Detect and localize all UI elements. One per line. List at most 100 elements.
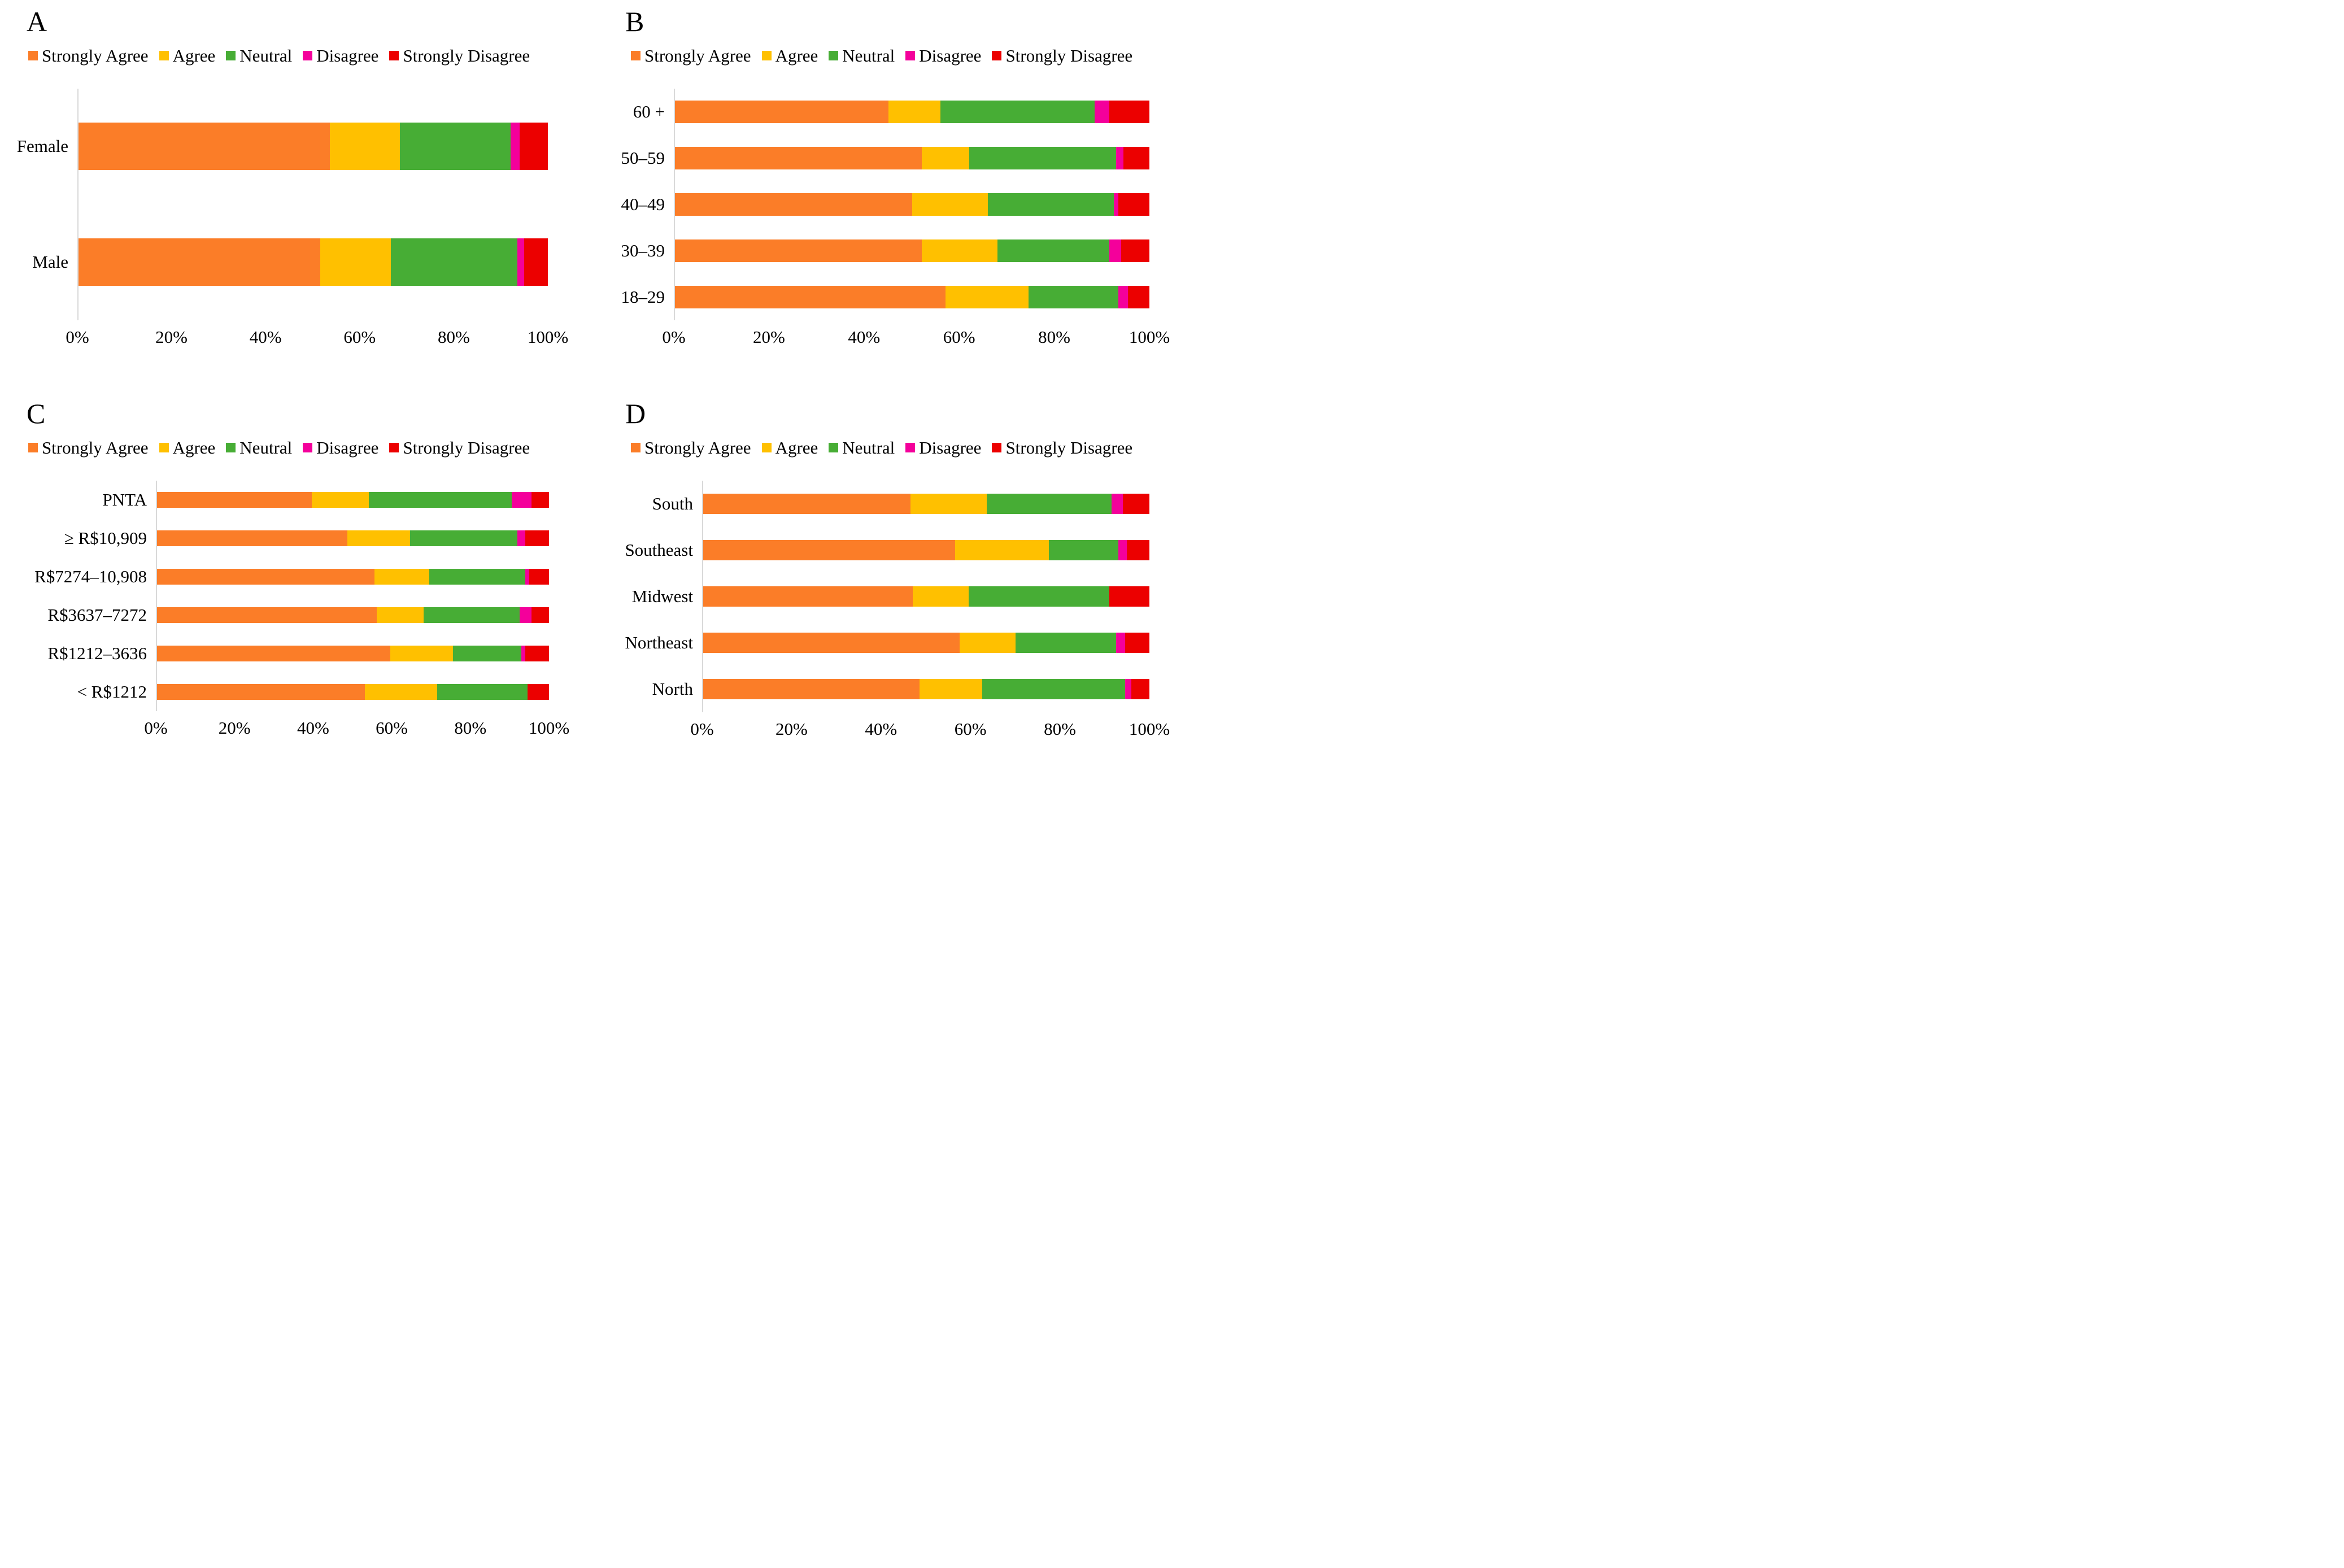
bar-segment-strongly-disagree [1122, 493, 1149, 514]
x-axis-ticks: 0% 20% 40% 60% 80% 100% [144, 717, 569, 744]
bar-segment-neutral [988, 193, 1114, 216]
bar-segment-strongly-agree [675, 193, 912, 216]
bar-segment-neutral [1028, 285, 1119, 308]
legend-item-disagree: Disagree [303, 438, 378, 458]
legend-item-agree: Agree [761, 438, 818, 458]
bar-segment-agree [374, 568, 430, 585]
bar-segment-disagree [1116, 632, 1125, 653]
legend: Strongly Agree Agree Neutral Disagree Strong… [28, 438, 586, 458]
bar-segment-agree [945, 285, 1029, 308]
bar-segment-agree [364, 683, 438, 700]
legend-label: Strongly Disagree [1005, 45, 1133, 66]
legend-label: Neutral [239, 437, 293, 458]
panel-letter-C: C [27, 398, 46, 429]
bar-segment-strongly-disagree [531, 607, 549, 623]
category-rows: PNTA ≥ R$10,909 R$7274–10,908 R$3637–7272 R$… [34, 480, 549, 711]
bar-segment-neutral [969, 146, 1117, 169]
panel-letter-D: D [625, 398, 647, 429]
bar-segment-neutral [1016, 632, 1116, 653]
category-label: Female [16, 136, 68, 156]
legend-label: Disagree [919, 437, 982, 458]
legend-label: Strongly Disagree [403, 45, 530, 66]
bar-segment-neutral [982, 678, 1125, 699]
legend-item-strongly-agree: Strongly Agree [631, 46, 751, 66]
x-tick-20: 20% [155, 326, 188, 347]
category-label: South [652, 493, 693, 513]
x-axis-ticks: 0% 20% 40% 60% 80% 100% [662, 327, 1170, 353]
x-tick-100: 100% [528, 717, 570, 738]
bar-segment-strongly-agree [79, 238, 320, 286]
legend-label: Disagree [919, 45, 982, 66]
bar-segment-strongly-agree [675, 239, 922, 262]
bar-segment-agree [921, 239, 998, 262]
legend-label: Neutral [239, 45, 293, 66]
x-tick-100: 100% [1129, 326, 1170, 347]
legend: Strongly Agree Agree Neutral Disagree Strong… [631, 46, 1172, 66]
x-axis-ticks: 0% 20% 40% 60% 80% 100% [690, 718, 1170, 745]
bar-segment-agree [347, 530, 410, 546]
bar-segment-strongly-disagree [527, 683, 549, 700]
x-tick-20: 20% [775, 718, 808, 739]
legend-swatch-strongly-agree-icon [28, 51, 38, 60]
stacked-bar [157, 568, 549, 585]
legend-item-strongly-disagree: Strongly Disagree [389, 46, 530, 66]
bar-segment-strongly-disagree [525, 530, 549, 546]
bar-segment-neutral [437, 683, 528, 700]
bar-segment-disagree [512, 491, 531, 508]
legend-item-disagree: Disagree [905, 438, 981, 458]
bar-segment-neutral [409, 530, 518, 546]
legend-swatch-neutral-icon [829, 443, 839, 452]
stacked-bar [703, 493, 1149, 514]
bar-segment-strongly-disagree [529, 568, 549, 585]
category-label: 30–39 [621, 240, 665, 260]
bar-segment-strongly-disagree [1118, 193, 1149, 216]
bar-segment-neutral [429, 568, 526, 585]
stacked-bar [703, 632, 1149, 653]
bar-row-50-59: 50–59 [621, 135, 1149, 181]
x-tick-0: 0% [690, 718, 714, 739]
legend-item-strongly-disagree: Strongly Disagree [992, 46, 1132, 66]
bar-segment-disagree [1118, 285, 1129, 308]
bar-segment-strongly-agree [157, 530, 347, 546]
x-tick-100: 100% [527, 326, 569, 347]
category-label: PNTA [102, 489, 147, 509]
bar-segment-disagree [1109, 239, 1121, 262]
bar-row-r-7274-10-908: R$7274–10,908 [34, 557, 549, 596]
bar-segment-strongly-disagree [1123, 146, 1149, 169]
x-tick-60: 60% [954, 718, 987, 739]
legend-label: Strongly Disagree [403, 437, 530, 458]
bar-segment-disagree [510, 123, 520, 170]
bar-row-male: Male [32, 204, 548, 320]
bar-segment-disagree [1111, 493, 1123, 514]
stacked-bar [675, 146, 1149, 169]
bar-row-r-1212-3636: R$1212–3636 [47, 634, 549, 673]
bar-segment-neutral [423, 607, 520, 623]
plot-area-A: Female Male 0% 20% 40% 60% 80% 100% [17, 88, 568, 353]
legend-swatch-strongly-disagree-icon [389, 51, 399, 60]
legend-item-strongly-agree: Strongly Agree [631, 438, 751, 458]
panel-letter-A: A [27, 6, 48, 37]
plot-area-D: South Southeast Midwest Northeast North 0% 20%… [625, 480, 1170, 745]
bar-segment-disagree [525, 568, 530, 585]
legend-swatch-strongly-agree-icon [28, 443, 38, 452]
bar-segment-disagree [1125, 678, 1132, 699]
bar-segment-agree [390, 645, 453, 661]
legend-label: Strongly Agree [42, 437, 149, 458]
bar-segment-strongly-agree [703, 539, 956, 560]
x-tick-40: 40% [297, 717, 329, 738]
legend-swatch-agree-icon [159, 443, 169, 452]
legend-swatch-neutral-icon [226, 443, 236, 452]
bar-segment-agree [960, 632, 1016, 653]
stacked-bar [157, 491, 549, 508]
legend-item-strongly-agree: Strongly Agree [28, 438, 149, 458]
panel-B: B Strongly Agree Agree Neutral Disagree Stron… [586, 0, 1172, 392]
legend-swatch-agree-icon [761, 51, 772, 60]
bar-row-north: North [652, 666, 1149, 712]
x-tick-60: 60% [343, 326, 376, 347]
category-label: Northeast [625, 632, 693, 652]
bar-segment-strongly-disagree [1109, 586, 1149, 607]
bar-row-midwest: Midwest [632, 573, 1149, 620]
bar-segment-agree [320, 238, 391, 286]
bar-row-southeast: Southeast [625, 527, 1149, 573]
stacked-bar [675, 100, 1149, 123]
